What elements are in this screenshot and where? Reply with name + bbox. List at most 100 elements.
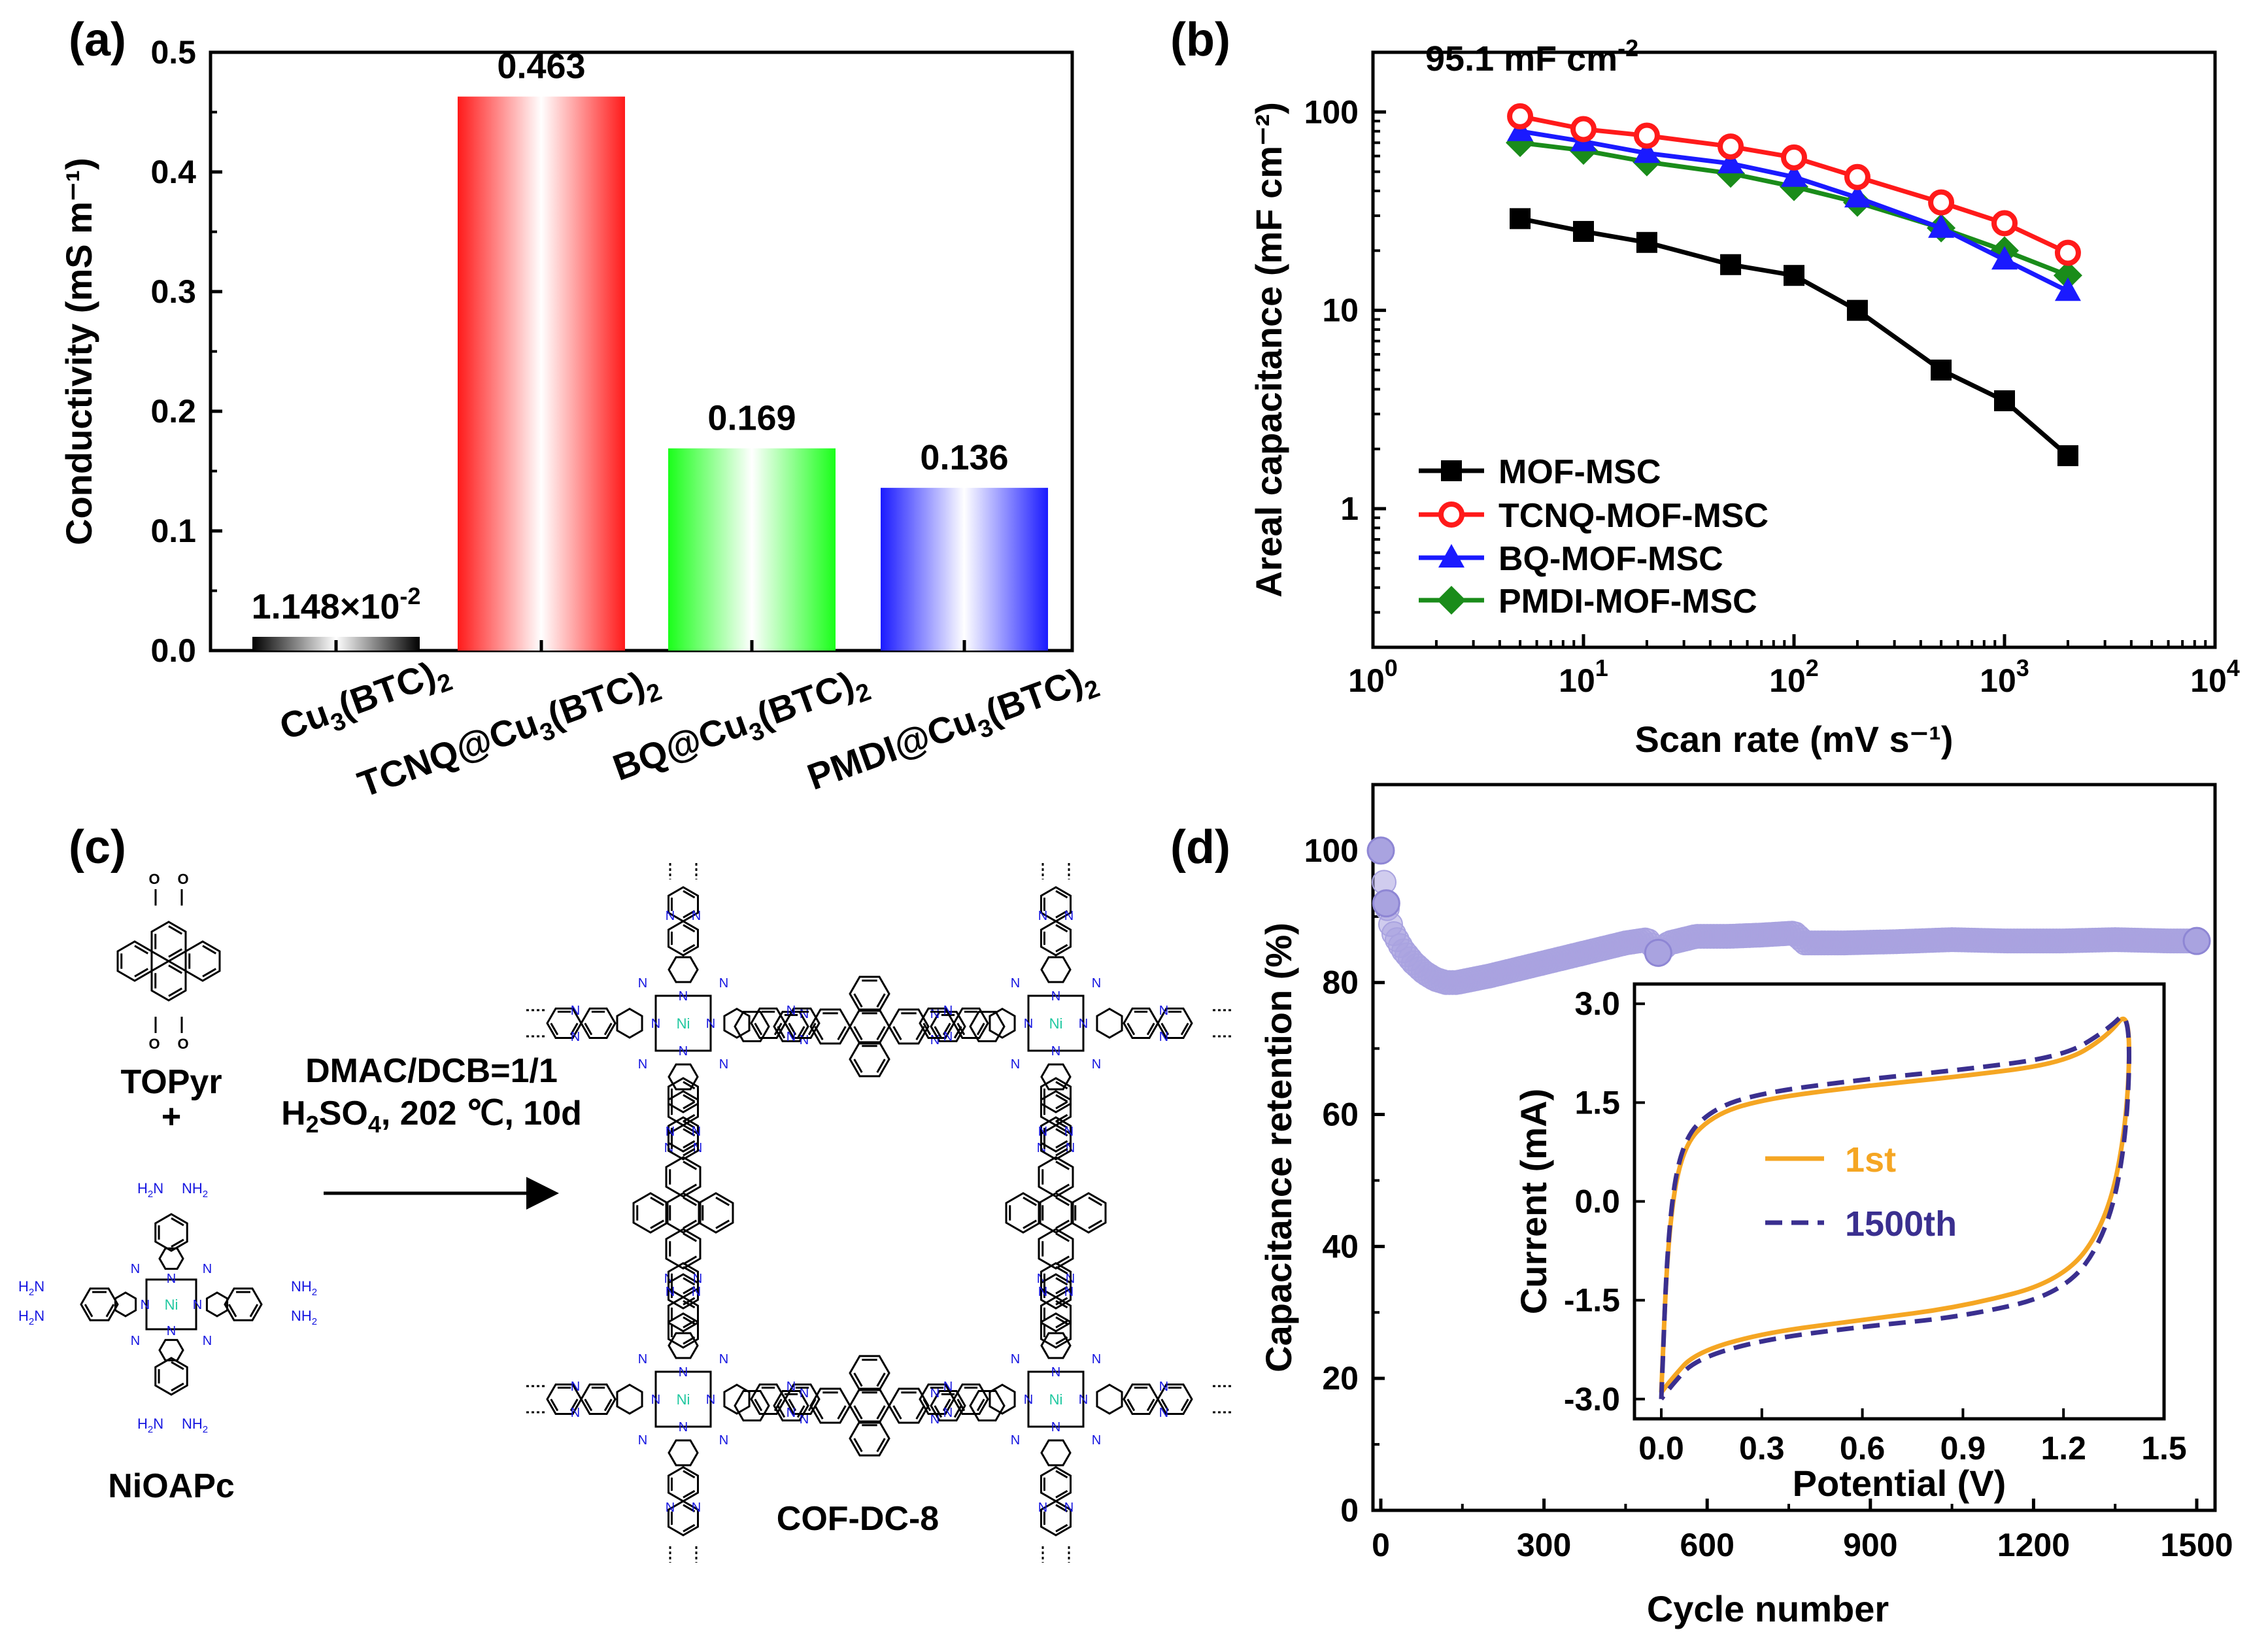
nitrogen-atom: N: [1024, 1017, 1033, 1031]
ring: [953, 1007, 989, 1040]
ring: [616, 1008, 643, 1039]
double-bond: [876, 993, 886, 1008]
double-bond: [922, 1023, 932, 1036]
nitrogen-atom: N: [1159, 1380, 1168, 1394]
double-bond: [683, 1300, 696, 1309]
nitrogen-atom: N: [141, 1298, 150, 1312]
inset-x-tick-label: 0.6: [1840, 1430, 1886, 1467]
double-bond: [603, 1399, 613, 1412]
inset-x-tick-label: 0.0: [1638, 1430, 1684, 1467]
nitrogen-atom: N: [1159, 1030, 1168, 1044]
double-bond: [171, 1238, 184, 1248]
nitrogen-atom: N: [787, 1406, 796, 1420]
nitrogen-atom: N: [1079, 1393, 1088, 1407]
panel-a-bar-chart: 0.0 0.1 0.2 0.3 0.4 0.5 Conductivity (mS m⁻¹) 1…: [58, 34, 1104, 805]
x-tick-label: 600: [1680, 1527, 1734, 1563]
inset-x-tick-label: 1.5: [2141, 1430, 2187, 1467]
double-bond: [1055, 924, 1068, 933]
double-bond: [1180, 1399, 1189, 1412]
amine-text: H: [137, 1180, 148, 1197]
data-point: [1507, 103, 1534, 129]
double-bond: [796, 1026, 805, 1039]
x-tick-base: 10: [1348, 662, 1385, 699]
ring: [667, 1116, 700, 1153]
x-axis-label: Cycle number: [1647, 1588, 1889, 1629]
x-tick-exponent: 1: [1595, 654, 1608, 681]
category-name: Cu: [274, 692, 334, 748]
double-bond: [976, 1399, 985, 1412]
double-bond: [683, 1470, 696, 1479]
data-point: [1510, 208, 1531, 229]
nitrogen-atom: N: [719, 1057, 728, 1072]
inset-y-tick-label: 3.0: [1574, 985, 1620, 1022]
nitrogen-atom: N: [800, 1007, 809, 1021]
double-bond: [683, 1523, 696, 1533]
double-bond: [1055, 1161, 1070, 1170]
x-axis-label: Scan rate (mV s⁻¹): [1634, 719, 1953, 760]
double-bond: [876, 1059, 886, 1074]
bar: [458, 96, 625, 651]
ring: [930, 1389, 966, 1422]
double-bond: [683, 1255, 698, 1265]
double-bond: [569, 1399, 579, 1412]
nitrogen-atom: N: [1064, 1501, 1074, 1515]
double-bond: [788, 1023, 797, 1036]
double-bond: [683, 1183, 698, 1193]
nitrogen-atom: N: [571, 1380, 580, 1394]
nitrogen-atom: N: [1051, 1365, 1060, 1380]
oxygen-atom: O: [148, 871, 160, 887]
ring: [150, 960, 187, 1002]
double-bond: [1055, 1183, 1070, 1193]
ring: [668, 1063, 699, 1091]
double-bond: [650, 1219, 665, 1229]
amine-text: H: [18, 1278, 29, 1295]
nitrogen-atom: N: [930, 1033, 939, 1047]
oxygen-atom: O: [177, 871, 188, 887]
x-tick-label: 103: [1980, 654, 2029, 699]
ring: [773, 1389, 809, 1422]
nitrogen-atom: N: [666, 1501, 675, 1515]
amine-group: NH2: [291, 1278, 317, 1298]
panel-label-d: (d): [1170, 821, 1230, 874]
cv-curve: [1659, 1014, 2131, 1401]
double-bond: [1055, 1081, 1068, 1090]
double-bond: [807, 1399, 817, 1412]
nitrogen-atom: N: [943, 1406, 953, 1420]
amine-subscript: 2: [203, 1424, 208, 1435]
nitrogen-atom: N: [943, 1004, 953, 1018]
double-bond: [1055, 1140, 1068, 1149]
nitrogen-atom: N: [1011, 1433, 1020, 1448]
double-bond: [956, 1023, 966, 1036]
nitrogen-atom: N: [571, 1004, 580, 1018]
nitrogen-atom: N: [1038, 1125, 1047, 1139]
double-bond: [777, 1405, 786, 1418]
nitrogen-atom: N: [943, 1030, 953, 1044]
double-bond: [683, 1094, 696, 1103]
amine-text: H: [137, 1416, 148, 1432]
nitrogen-atom: N: [943, 1380, 953, 1394]
ring: [849, 1041, 890, 1078]
double-bond: [171, 1382, 184, 1392]
ring: [849, 1387, 890, 1424]
ring: [665, 1192, 702, 1234]
data-point: [1931, 359, 1952, 381]
y-tick-label: 0.5: [150, 34, 196, 71]
amine-text: H: [18, 1308, 29, 1324]
data-point: [1781, 144, 1807, 171]
nitrogen-atom: N: [1051, 1044, 1060, 1059]
nitrogen-atom: N: [1159, 1004, 1168, 1018]
nitrogen-atom: N: [679, 1044, 688, 1059]
nitrogen-atom: N: [1159, 1406, 1168, 1420]
double-bond: [934, 1405, 943, 1418]
double-bond: [922, 1399, 932, 1412]
y-tick-label: 100: [1304, 93, 1359, 130]
ring: [849, 1008, 890, 1045]
y-tick-label: 1: [1340, 490, 1359, 527]
annotation-exponent: -2: [1617, 35, 1638, 61]
macrocycle-core: [1027, 994, 1085, 1052]
nitrogen-atom: N: [1064, 909, 1074, 923]
double-bond: [1055, 1219, 1070, 1229]
double-bond: [876, 1372, 886, 1387]
